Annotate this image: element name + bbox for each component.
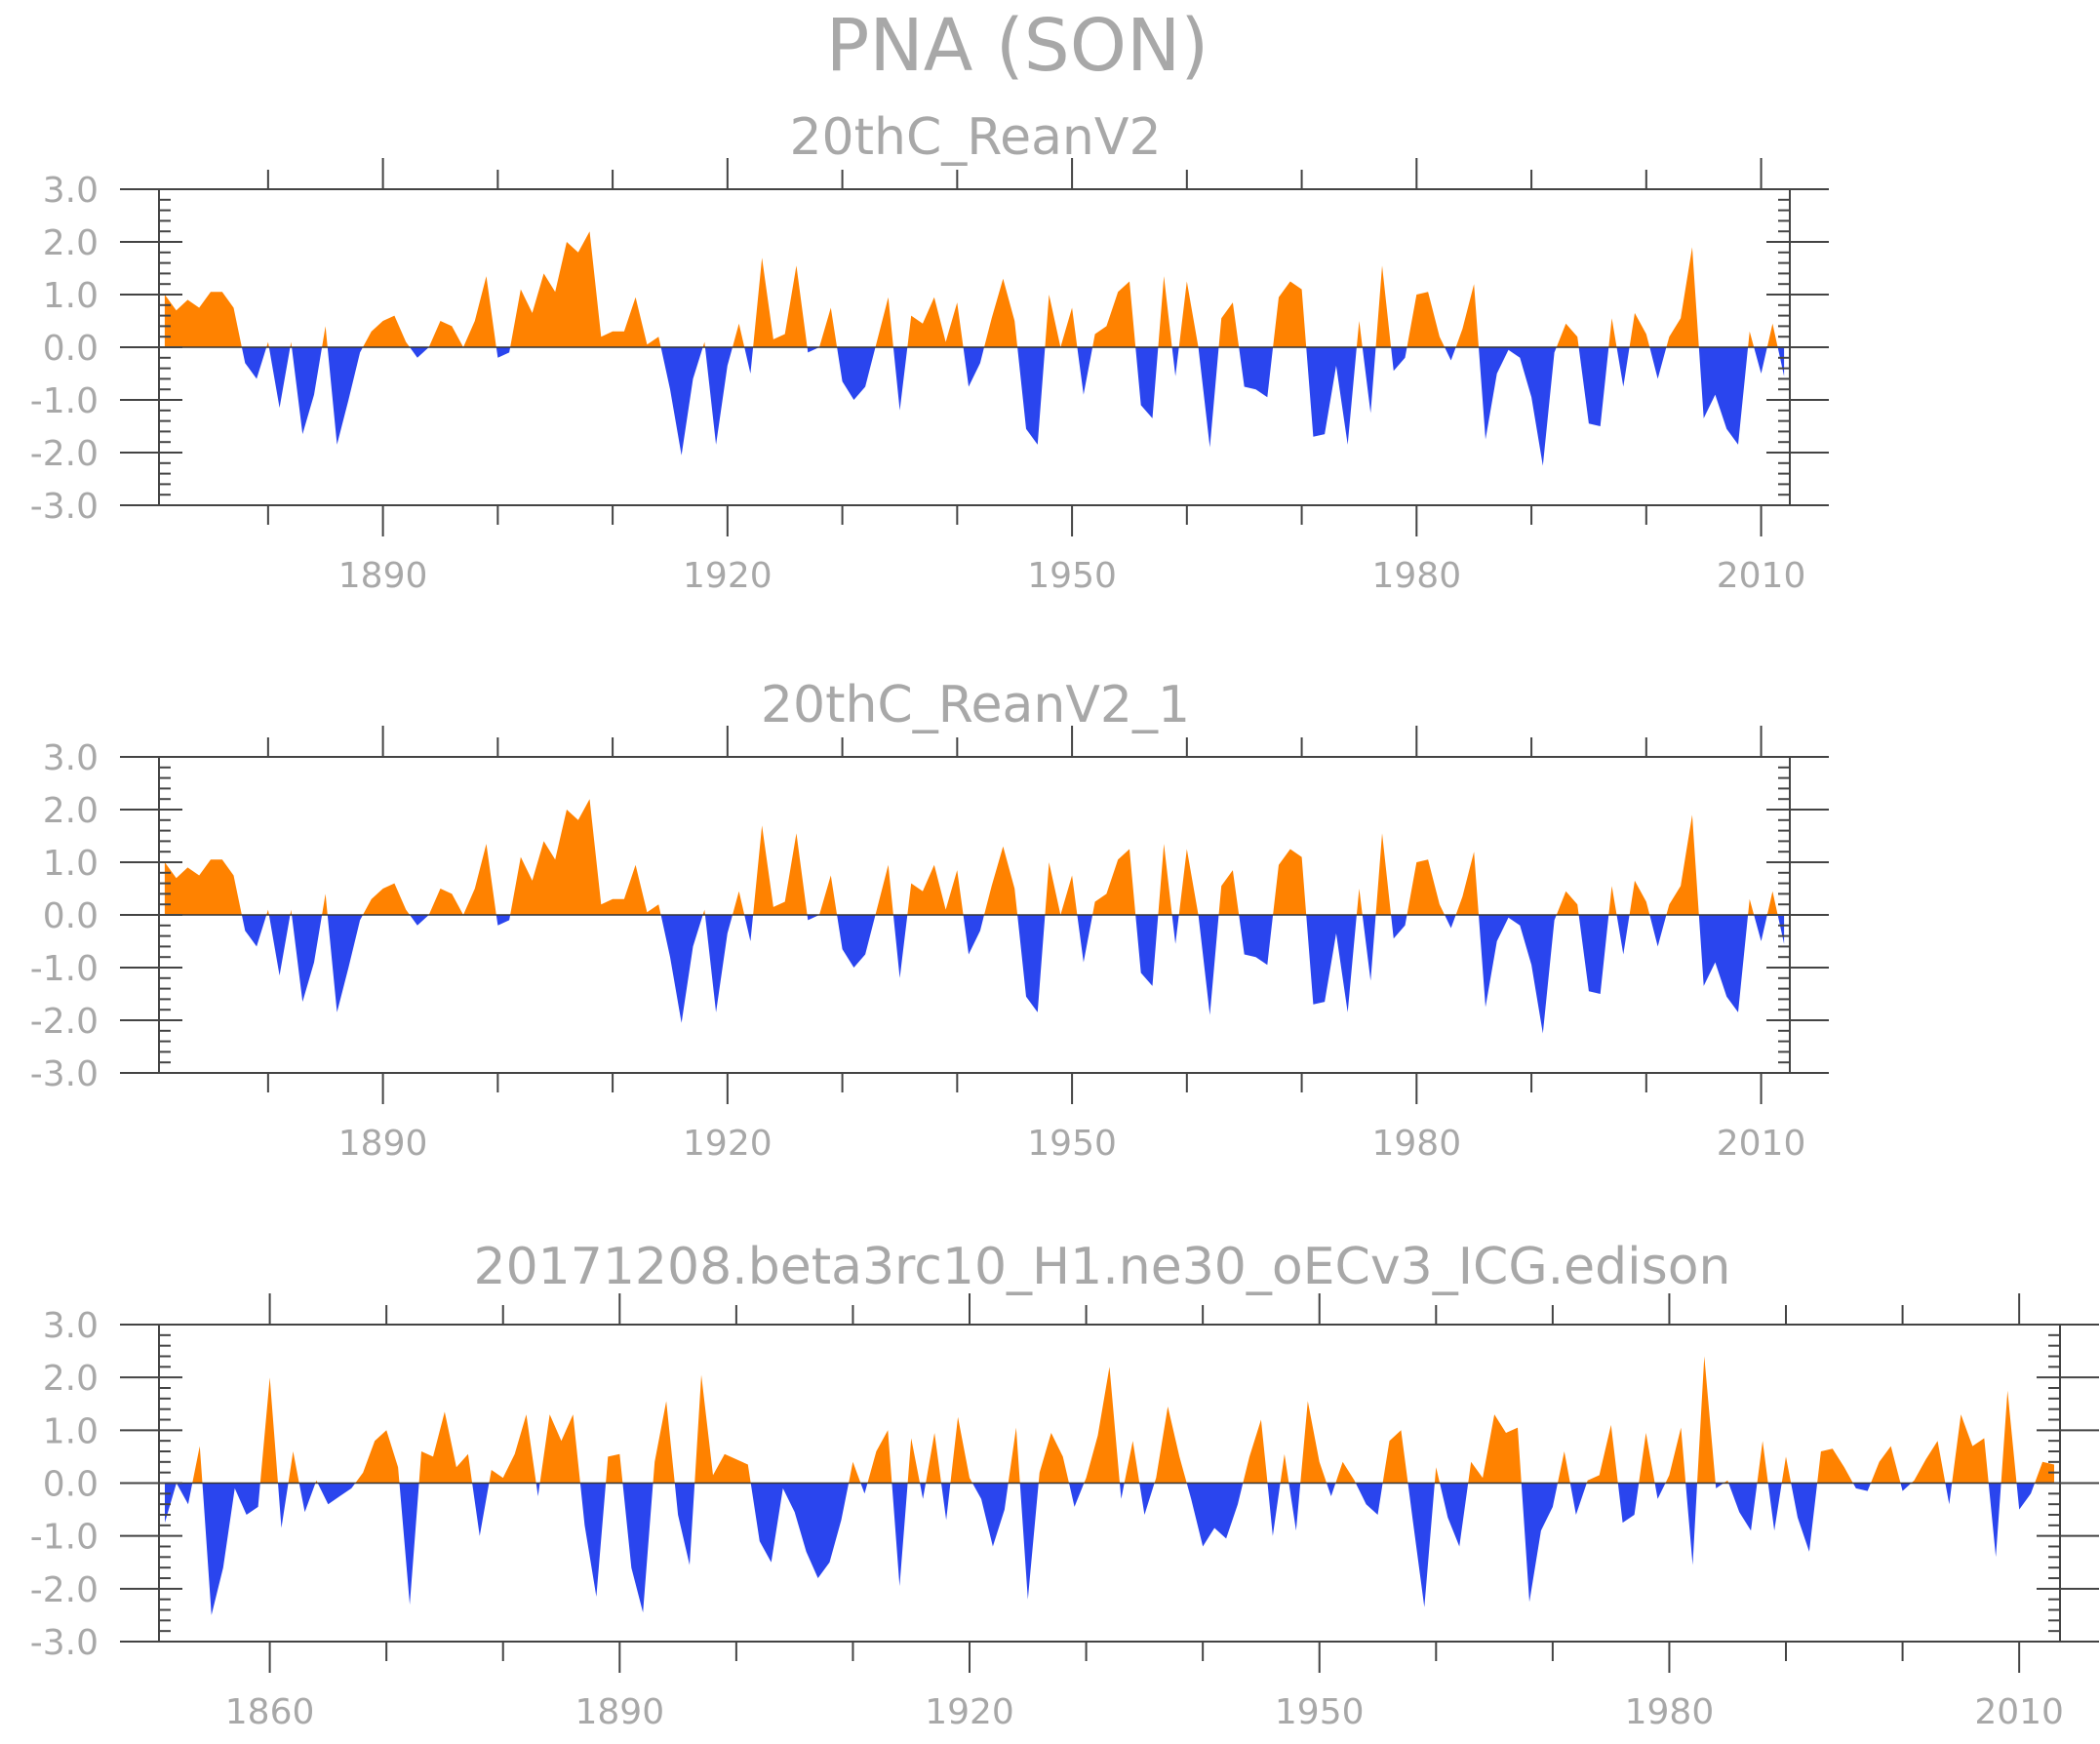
x-tick-label: 1890	[338, 556, 428, 596]
panel-title: 20thC_ReanV2_1	[761, 676, 1190, 734]
y-tick-label: -3.0	[30, 1623, 99, 1663]
y-tick-label: 1.0	[43, 844, 99, 884]
y-tick-label: 2.0	[43, 1359, 99, 1399]
positive-anomaly-area	[164, 799, 1778, 915]
x-tick-label: 1920	[683, 556, 773, 596]
negative-anomaly-area	[241, 915, 1785, 1034]
x-tick-label: 2010	[1974, 1692, 2064, 1732]
panel-title: 20thC_ReanV2	[789, 108, 1161, 167]
y-tick-label: -1.0	[30, 1518, 99, 1558]
x-tick-label: 2010	[1717, 1124, 1806, 1164]
x-tick-label: 2010	[1717, 556, 1806, 596]
x-tick-label: 1950	[1027, 1124, 1117, 1164]
y-tick-label: 3.0	[43, 738, 99, 778]
x-tick-label: 1920	[683, 1124, 773, 1164]
x-tick-label: 1950	[1275, 1692, 1365, 1732]
y-tick-label: -1.0	[30, 949, 99, 989]
y-tick-label: 0.0	[43, 1465, 99, 1505]
x-tick-label: 1980	[1372, 556, 1462, 596]
y-tick-label: 2.0	[43, 791, 99, 831]
y-tick-label: -2.0	[30, 434, 99, 474]
negative-anomaly-area	[241, 347, 1785, 466]
x-tick-label: 1980	[1372, 1124, 1462, 1164]
y-tick-label: -2.0	[30, 1002, 99, 1042]
y-tick-label: -2.0	[30, 1570, 99, 1610]
y-tick-label: 3.0	[43, 171, 99, 211]
y-tick-label: 3.0	[43, 1306, 99, 1346]
y-tick-label: 1.0	[43, 1411, 99, 1451]
y-tick-label: 2.0	[43, 223, 99, 263]
y-tick-label: 0.0	[43, 329, 99, 369]
panel-20thc-reanv2: 20thC_ReanV2 3.0 2.0 1.0 0.0 -1.0 -2.0 -3.0 189…	[30, 108, 1829, 596]
x-tick-label: 1920	[925, 1692, 1014, 1732]
panel-title: 20171208.beta3rc10_H1.ne30_oECv3_ICG.edi…	[474, 1238, 1731, 1296]
main-title: PNA (SON)	[826, 4, 1208, 88]
y-tick-label: 0.0	[43, 896, 99, 936]
panel-20thc-reanv2-1: 20thC_ReanV2_1 3.0 2.0 1.0 0.0 -1.0 -2.0 -3.0 1…	[30, 676, 1829, 1164]
x-tick-label: 1860	[225, 1692, 315, 1732]
positive-anomaly-area	[192, 1356, 2055, 1484]
x-tick-label: 1890	[575, 1692, 664, 1732]
y-tick-label: 1.0	[43, 276, 99, 316]
y-tick-label: -3.0	[30, 487, 99, 527]
x-tick-label: 1890	[338, 1124, 428, 1164]
y-tick-label: -3.0	[30, 1054, 99, 1094]
x-tick-label: 1950	[1027, 556, 1117, 596]
x-tick-label: 1980	[1625, 1692, 1715, 1732]
y-tick-label: -1.0	[30, 381, 99, 421]
positive-anomaly-area	[164, 231, 1778, 347]
negative-anomaly-area	[165, 1483, 2036, 1615]
panel-beta3rc10-edison: 20171208.beta3rc10_H1.ne30_oECv3_ICG.edi…	[30, 1238, 2099, 1732]
